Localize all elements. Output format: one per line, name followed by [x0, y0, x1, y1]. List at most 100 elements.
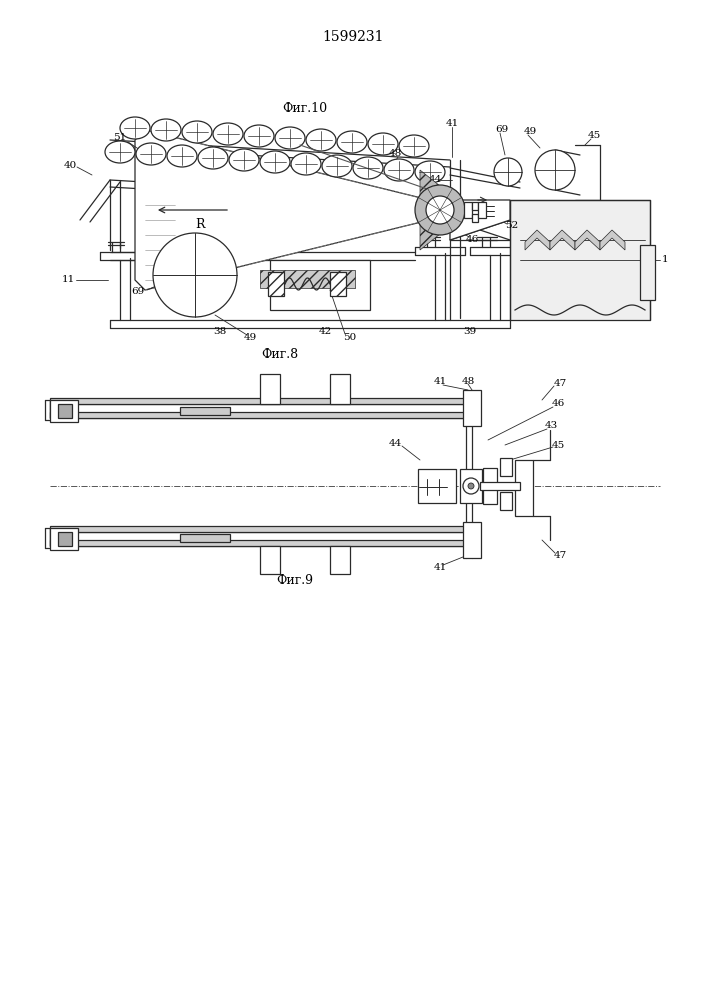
Bar — [180, 534, 230, 542]
Text: 47: 47 — [554, 550, 566, 560]
Bar — [50, 526, 480, 532]
Bar — [510, 200, 650, 320]
Bar — [270, 260, 370, 310]
Ellipse shape — [213, 123, 243, 145]
Text: 49: 49 — [243, 334, 257, 342]
Text: 45: 45 — [588, 131, 601, 140]
Text: 49: 49 — [523, 127, 537, 136]
Ellipse shape — [368, 133, 398, 155]
Bar — [460, 469, 482, 503]
Bar — [500, 492, 512, 510]
Text: 50: 50 — [344, 332, 356, 342]
Bar — [330, 374, 350, 404]
Bar — [464, 202, 472, 218]
Ellipse shape — [198, 147, 228, 169]
Bar — [180, 407, 230, 415]
Text: 43: 43 — [544, 422, 558, 430]
Polygon shape — [450, 200, 510, 240]
Ellipse shape — [384, 159, 414, 181]
Bar — [463, 522, 481, 558]
Bar — [50, 540, 480, 546]
Ellipse shape — [167, 145, 197, 167]
Bar — [330, 272, 346, 296]
Text: 42: 42 — [318, 328, 332, 336]
Bar — [418, 469, 456, 503]
Circle shape — [535, 150, 575, 190]
Polygon shape — [600, 230, 625, 250]
Text: R: R — [195, 219, 205, 232]
Polygon shape — [260, 270, 355, 288]
Text: 69: 69 — [132, 288, 145, 296]
Bar — [58, 532, 72, 546]
Bar — [50, 404, 480, 418]
Bar — [472, 202, 478, 210]
Text: Фиг.10: Фиг.10 — [282, 102, 327, 114]
Ellipse shape — [415, 161, 445, 183]
Ellipse shape — [337, 131, 367, 153]
Text: 38: 38 — [214, 328, 227, 336]
Bar — [50, 528, 78, 550]
Bar — [330, 546, 350, 574]
Text: 47: 47 — [554, 378, 566, 387]
Polygon shape — [525, 230, 550, 250]
Circle shape — [463, 478, 479, 494]
Bar — [640, 245, 655, 300]
Polygon shape — [550, 230, 575, 250]
Text: 11: 11 — [62, 275, 75, 284]
Bar — [463, 390, 481, 426]
Bar — [268, 272, 284, 296]
Ellipse shape — [229, 149, 259, 171]
Bar — [50, 532, 480, 546]
Circle shape — [426, 196, 454, 224]
Text: 46: 46 — [551, 399, 565, 408]
Text: 40: 40 — [64, 160, 76, 169]
Bar — [260, 546, 280, 574]
Bar — [50, 412, 480, 418]
Ellipse shape — [306, 129, 336, 151]
Polygon shape — [135, 130, 470, 290]
Text: 41: 41 — [445, 118, 459, 127]
Bar — [483, 468, 497, 504]
Ellipse shape — [120, 117, 150, 139]
Text: 44: 44 — [428, 176, 442, 184]
Text: 52: 52 — [506, 221, 519, 230]
Text: 48: 48 — [462, 376, 474, 385]
Ellipse shape — [291, 153, 321, 175]
Text: 69: 69 — [496, 125, 508, 134]
Ellipse shape — [244, 125, 274, 147]
Bar — [480, 482, 520, 490]
Bar — [260, 374, 280, 404]
Bar — [472, 214, 478, 222]
Ellipse shape — [105, 141, 135, 163]
Text: 48: 48 — [388, 148, 402, 157]
Ellipse shape — [399, 135, 429, 157]
Circle shape — [494, 158, 522, 186]
Text: 39: 39 — [463, 328, 477, 336]
Ellipse shape — [182, 121, 212, 143]
Circle shape — [153, 233, 237, 317]
Text: 1: 1 — [662, 255, 668, 264]
Ellipse shape — [260, 151, 290, 173]
Text: 45: 45 — [551, 440, 565, 450]
Bar — [478, 202, 486, 218]
Text: Фиг.8: Фиг.8 — [262, 349, 298, 361]
Text: 41: 41 — [433, 376, 447, 385]
Bar — [50, 400, 78, 422]
Text: 48: 48 — [453, 206, 467, 215]
Bar — [515, 460, 533, 516]
Ellipse shape — [322, 155, 352, 177]
Ellipse shape — [151, 119, 181, 141]
Text: 1599231: 1599231 — [322, 30, 384, 44]
Circle shape — [415, 185, 465, 235]
Ellipse shape — [275, 127, 305, 149]
Bar — [500, 458, 512, 476]
Text: Фиг.9: Фиг.9 — [276, 574, 313, 586]
Polygon shape — [420, 170, 470, 250]
Text: 51: 51 — [113, 133, 127, 142]
Text: 44: 44 — [388, 440, 402, 448]
Circle shape — [468, 483, 474, 489]
Text: 41: 41 — [433, 564, 447, 572]
Text: 46: 46 — [465, 235, 479, 244]
Text: 43: 43 — [438, 196, 452, 205]
Bar — [50, 398, 480, 404]
